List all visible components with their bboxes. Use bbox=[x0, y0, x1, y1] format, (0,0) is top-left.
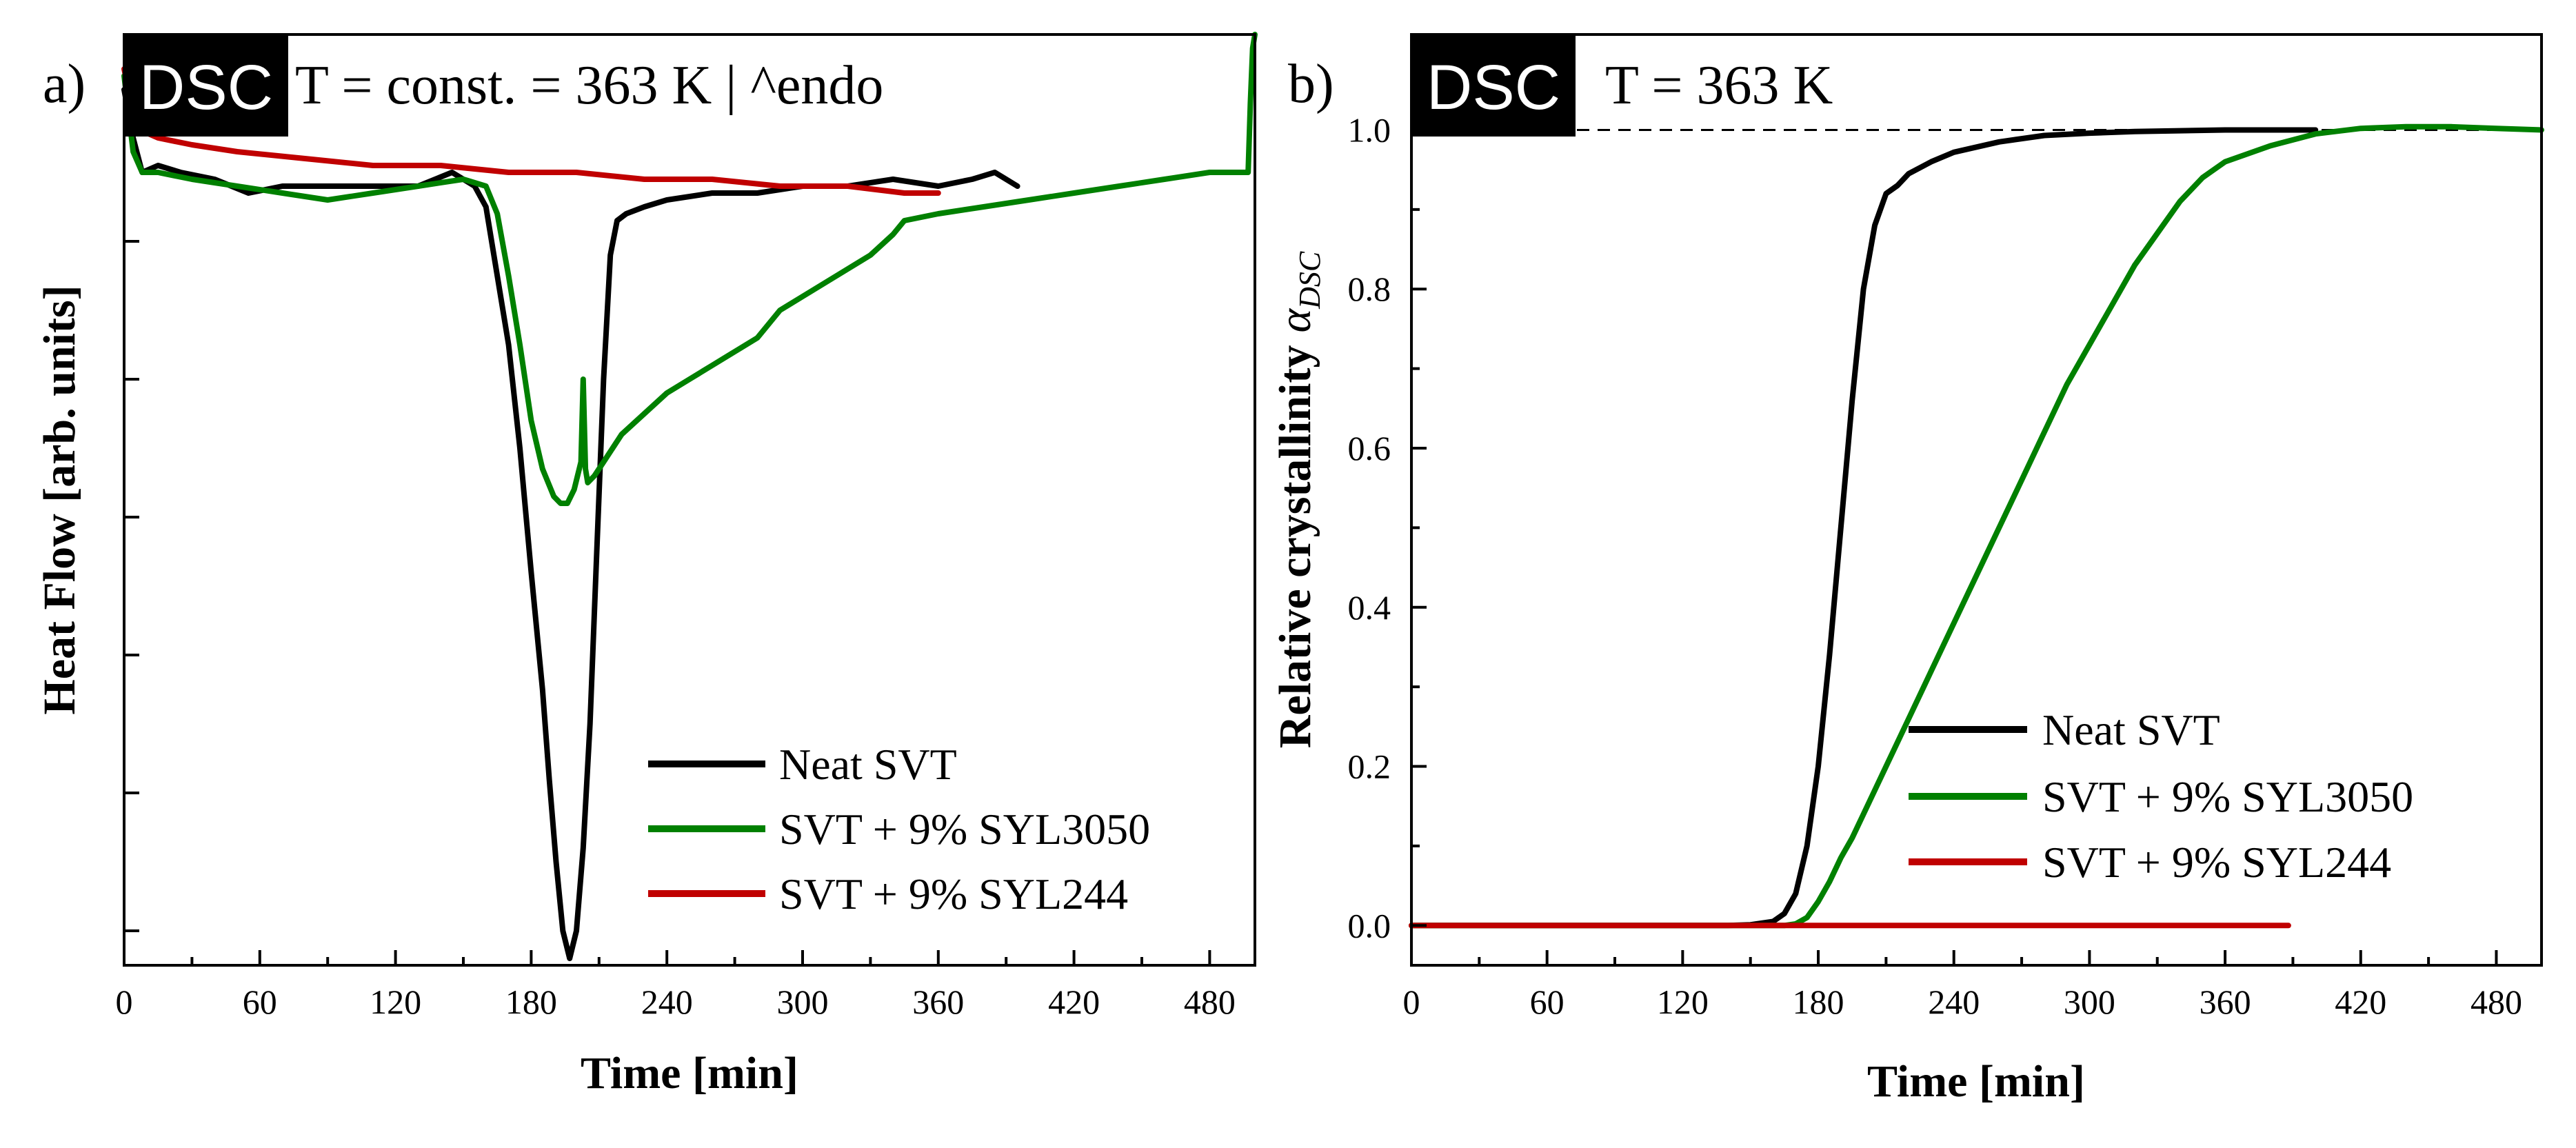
panel-b-y-axis-title-text: Relative crystallinity bbox=[1270, 345, 1320, 749]
panel-b-legend: Neat SVT SVT + 9% SYL3050 SVT + 9% SYL24… bbox=[1909, 705, 2413, 887]
panel-a-x-ticks: 0 60 120 180 240 300 360 420 480 bbox=[116, 950, 1236, 1021]
a-series-svt-9-syl3050 bbox=[121, 32, 1258, 506]
panel-b-legend-label-syl3050: SVT + 9% SYL3050 bbox=[2042, 772, 2413, 821]
panel-b-condition-annotation: T = 363 K bbox=[1605, 55, 1833, 116]
panel-b-y-axis-symbol: α bbox=[1270, 308, 1320, 333]
panel-b-y-axis-title: Relative crystallinity αDSC bbox=[1270, 251, 1327, 748]
panel-a-dsc-badge-text: DSC bbox=[139, 52, 273, 123]
a-x-tick-label: 360 bbox=[912, 983, 964, 1021]
panel-b-y-ticks: 0.0 0.2 0.4 0.6 0.8 1.0 bbox=[1348, 49, 1427, 945]
b-series-neat-svt bbox=[1409, 127, 2319, 929]
b-x-tick-label: 60 bbox=[1530, 983, 1564, 1021]
b-x-tick-label: 0 bbox=[1403, 983, 1420, 1021]
panel-a-x-axis-title: Time [min] bbox=[581, 1048, 798, 1098]
a-x-tick-label: 60 bbox=[243, 983, 277, 1021]
panel-a: 0 60 120 180 240 300 360 420 480 a) DSC T = cons… bbox=[34, 32, 1258, 1098]
b-x-tick-label: 240 bbox=[1928, 983, 1980, 1021]
panel-a-condition-annotation: T = const. = 363 K | ^endo bbox=[295, 55, 883, 116]
panel-b-x-ticks: 0 60 120 180 240 300 360 420 480 bbox=[1403, 950, 2522, 1021]
panel-b-frame bbox=[1410, 33, 2543, 967]
b-series-svt-9-syl3050 bbox=[1409, 123, 2544, 929]
panel-a-frame bbox=[123, 33, 1256, 967]
panel-a-y-ticks bbox=[124, 240, 139, 932]
panel-a-legend-label-syl244: SVT + 9% SYL244 bbox=[779, 869, 1128, 918]
panel-b-dsc-badge-text: DSC bbox=[1427, 52, 1560, 123]
a-x-tick-label: 0 bbox=[116, 983, 133, 1021]
panel-b-label: b) bbox=[1288, 54, 1334, 114]
b-y-tick-label: 0.2 bbox=[1348, 747, 1391, 786]
panel-a-legend: Neat SVT SVT + 9% SYL3050 SVT + 9% SYL24… bbox=[648, 740, 1150, 918]
b-y-tick-label: 0.6 bbox=[1348, 429, 1391, 467]
panel-a-legend-label-neat-svt: Neat SVT bbox=[779, 740, 957, 789]
b-x-tick-label: 300 bbox=[2064, 983, 2115, 1021]
panel-b-plot-area bbox=[1409, 123, 2544, 929]
a-x-tick-label: 420 bbox=[1048, 983, 1100, 1021]
a-x-tick-label: 300 bbox=[777, 983, 829, 1021]
b-x-tick-label: 120 bbox=[1657, 983, 1709, 1021]
panel-b: 0 60 120 180 240 300 360 420 480 0.0 0.2 0.4 0.6 0.8… bbox=[1270, 33, 2544, 1107]
panel-b-x-axis-title: Time [min] bbox=[1867, 1056, 2085, 1107]
a-x-tick-label: 120 bbox=[370, 983, 421, 1021]
a-x-tick-label: 480 bbox=[1184, 983, 1236, 1021]
b-y-tick-label: 0.0 bbox=[1348, 906, 1391, 945]
b-x-tick-label: 480 bbox=[2471, 983, 2522, 1021]
b-y-tick-label: 1.0 bbox=[1348, 110, 1391, 149]
panel-b-dsc-badge bbox=[1411, 34, 1576, 137]
panel-a-y-axis-title: Heat Flow [arb. units] bbox=[34, 285, 85, 714]
a-x-tick-label: 240 bbox=[641, 983, 693, 1021]
b-x-tick-label: 360 bbox=[2200, 983, 2251, 1021]
a-x-tick-label: 180 bbox=[505, 983, 557, 1021]
b-x-tick-label: 180 bbox=[1793, 983, 1844, 1021]
panel-a-label: a) bbox=[43, 54, 85, 114]
b-y-tick-label: 0.4 bbox=[1348, 588, 1391, 627]
panel-b-legend-label-neat-svt: Neat SVT bbox=[2042, 705, 2220, 754]
panel-b-legend-label-syl244: SVT + 9% SYL244 bbox=[2042, 838, 2391, 887]
panel-a-legend-label-syl3050: SVT + 9% SYL3050 bbox=[779, 805, 1150, 854]
panel-a-dsc-badge bbox=[124, 34, 288, 137]
panel-b-y-axis-subscript: DSC bbox=[1293, 251, 1327, 310]
a-series-neat-svt bbox=[121, 87, 1020, 961]
b-x-tick-label: 420 bbox=[2335, 983, 2386, 1021]
b-y-tick-label: 0.8 bbox=[1348, 270, 1391, 308]
